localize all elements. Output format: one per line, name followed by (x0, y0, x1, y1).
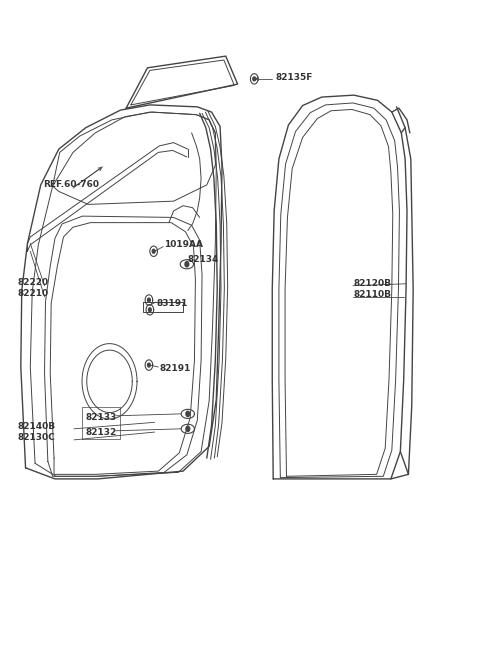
Polygon shape (253, 77, 256, 81)
Text: 82130C: 82130C (17, 434, 55, 442)
Text: 82132: 82132 (86, 428, 117, 437)
Text: 82134: 82134 (188, 255, 219, 264)
Polygon shape (147, 298, 150, 302)
Polygon shape (186, 411, 190, 417)
Text: 82191: 82191 (159, 364, 191, 373)
Text: 82110B: 82110B (354, 291, 392, 299)
Text: 82120B: 82120B (354, 279, 392, 288)
Polygon shape (152, 249, 155, 253)
Text: 82135F: 82135F (276, 73, 313, 82)
Text: 1019AA: 1019AA (164, 240, 203, 249)
Text: REF.60-760: REF.60-760 (43, 180, 99, 190)
Text: 82220: 82220 (17, 278, 48, 287)
Text: 82133: 82133 (86, 413, 117, 422)
Polygon shape (186, 426, 190, 432)
Text: 83191: 83191 (157, 298, 188, 308)
Polygon shape (147, 363, 150, 367)
Text: 82210: 82210 (17, 289, 48, 298)
Polygon shape (185, 262, 189, 267)
Polygon shape (148, 308, 151, 312)
Text: 82140B: 82140B (17, 422, 55, 432)
